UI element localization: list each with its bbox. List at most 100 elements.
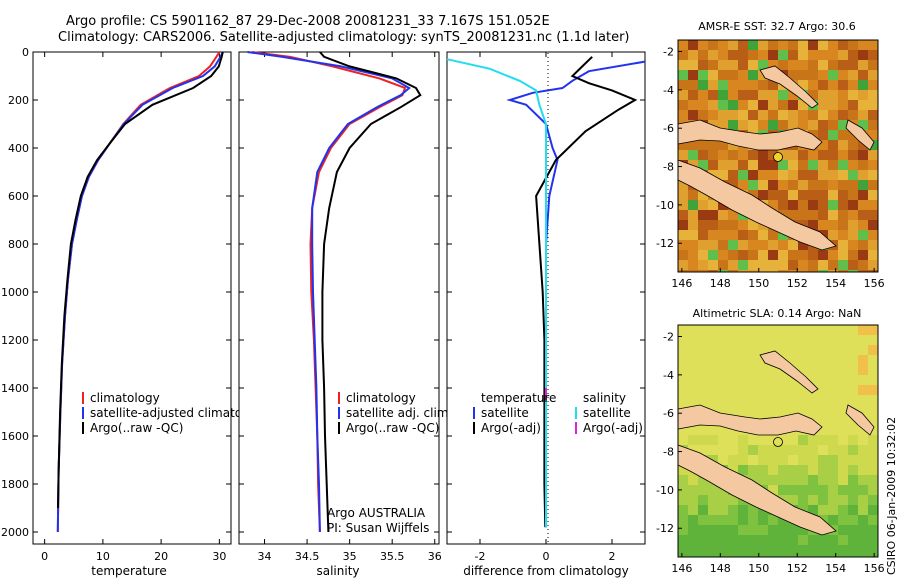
map-cell [868,485,878,495]
map-cell [758,555,768,557]
map-cell [778,405,788,415]
map-cell [758,90,768,100]
map-cell [718,120,728,130]
map-cell [858,260,868,270]
y-tick-label: 400 [8,142,29,155]
map-cell [868,365,878,375]
map-cell [708,210,718,220]
x-tick-label: 0 [543,550,550,563]
map-cell [838,190,848,200]
map-cell [768,200,778,210]
map-cell [778,385,788,395]
map-cell [788,375,798,385]
map-cell [828,250,838,260]
map-cell [848,325,858,335]
map-cell [868,545,878,555]
map-cell [738,70,748,80]
map-cell [738,160,748,170]
map-cell [728,325,738,335]
map-cell [868,220,878,230]
series-line-argo-raw-qc- [57,51,224,509]
map-cell [738,405,748,415]
map-cell [768,485,778,495]
map-cell [738,505,748,515]
map-cell [858,505,868,515]
map-cell [698,240,708,250]
map-cell [848,515,858,525]
map-cell [698,535,708,545]
map-cell [808,180,818,190]
map-cell [838,395,848,405]
map-cell [868,515,878,525]
map-cell [708,230,718,240]
map-cell [698,365,708,375]
map-cell [868,405,878,415]
sst-map-land [677,65,875,251]
salinity-legend-2: satellite adj. clim. [346,406,452,420]
x-tick-label: 36 [428,550,442,563]
map-x-tick-label: 146 [671,277,692,290]
map-cell [748,325,758,335]
map-cell [718,445,728,455]
map-cell [768,250,778,260]
map-cell [818,250,828,260]
map-cell [728,240,738,250]
map-cell [818,50,828,60]
map-cell [698,395,708,405]
map-cell [708,90,718,100]
map-cell [718,525,728,535]
map-cell [718,110,728,120]
map-cell [818,110,828,120]
map-cell [678,345,688,355]
map-cell [818,140,828,150]
map-cell [858,335,868,345]
map-cell [688,555,698,557]
map-cell [808,170,818,180]
map-cell [678,100,688,110]
map-cell [708,80,718,90]
map-cell [798,435,808,445]
map-cell [748,385,758,395]
map-cell [838,465,848,475]
map-cell [838,555,848,557]
map-cell [768,335,778,345]
map-cell [768,240,778,250]
map-y-tick-label: -10 [656,199,674,212]
map-cell [778,160,788,170]
map-cell [818,180,828,190]
difference-legend-1: satellite [481,406,529,420]
map-cell [848,150,858,160]
map-cell [848,495,858,505]
map-cell [718,40,728,50]
map-cell [868,525,878,535]
sst-argo-marker [773,152,783,162]
map-cell [758,270,768,272]
y-tick-label: 1400 [1,382,29,395]
map-cell [708,435,718,445]
map-cell [678,140,688,150]
map-x-tick-label: 150 [748,277,769,290]
map-cell [748,445,758,455]
map-cell [778,515,788,525]
map-cell [828,425,838,435]
map-x-tick-label: 146 [671,562,692,575]
map-cell [868,335,878,345]
map-cell [808,70,818,80]
map-cell [758,260,768,270]
map-cell [818,220,828,230]
map-cell [748,455,758,465]
map-cell [858,455,868,465]
map-cell [808,90,818,100]
map-cell [748,100,758,110]
map-cell [738,375,748,385]
map-cell [858,90,868,100]
map-cell [868,50,878,60]
map-cell [708,485,718,495]
map-cell [698,230,708,240]
map-cell [828,455,838,465]
map-cell [708,515,718,525]
map-cell [748,250,758,260]
map-cell [838,150,848,160]
map-cell [828,515,838,525]
map-cell [868,60,878,70]
